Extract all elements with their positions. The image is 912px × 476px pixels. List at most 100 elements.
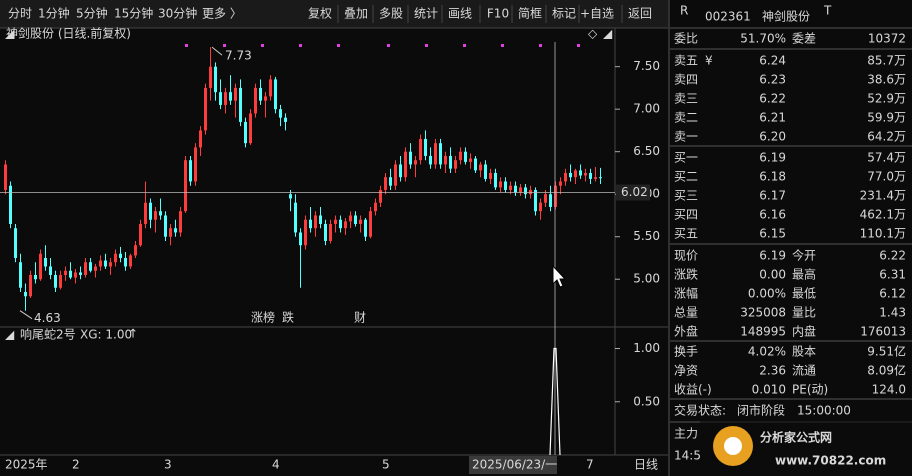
period-label[interactable]: 日线 <box>634 458 658 472</box>
bid-price: 6.15 <box>759 227 786 241</box>
bid-label: 买三 <box>674 189 698 203</box>
signal-dot <box>337 44 340 47</box>
bid-price: 6.16 <box>759 208 786 222</box>
candle-body <box>4 164 7 190</box>
quote-value: 0.010 <box>752 383 786 397</box>
tool-button[interactable]: 统计 <box>414 7 438 21</box>
quote-label: 总量 <box>674 306 698 320</box>
ask-volume: 59.9万 <box>867 111 906 125</box>
candle-body <box>44 257 47 267</box>
ask-label: 卖五 <box>674 54 698 68</box>
candle-body <box>269 79 272 97</box>
stock-name: 神剑股份 <box>762 9 810 24</box>
tool-button[interactable]: F10 <box>487 7 509 21</box>
period-tab[interactable]: 30分钟 <box>158 6 197 21</box>
status-label: 交易状态: <box>674 403 726 418</box>
tool-button[interactable]: 复权 <box>308 7 332 21</box>
candle-body <box>404 151 407 178</box>
period-tab[interactable]: 15分钟 <box>114 6 153 21</box>
x-tick-label: 2025/06/23/一 <box>472 458 557 472</box>
tool-button[interactable]: 返回 <box>628 7 652 21</box>
indicator-value: XG: 1.00 <box>80 328 132 342</box>
candle-body <box>119 253 122 258</box>
event-tag: 涨榜 <box>251 310 275 325</box>
ask-price: 6.22 <box>759 92 786 106</box>
bid-label: 买二 <box>674 170 698 184</box>
candle-body <box>304 219 307 246</box>
quote-value: 124.0 <box>872 383 906 397</box>
candle-body <box>599 177 602 179</box>
candle-body <box>479 164 482 171</box>
candle-body <box>234 87 237 101</box>
candle-body <box>559 181 562 186</box>
ask-price: 6.20 <box>759 130 786 144</box>
x-tick-label: 2 <box>72 458 80 472</box>
candle-body <box>459 151 462 161</box>
candle-body <box>244 121 247 144</box>
quote-value: 6.12 <box>879 287 906 301</box>
y-tick-label: 7.50 <box>633 59 660 73</box>
period-tab[interactable]: 5分钟 <box>76 6 108 21</box>
candle-body <box>69 270 72 278</box>
tool-button[interactable]: 叠加 <box>344 7 368 21</box>
bid-volume: 77.0万 <box>867 170 906 184</box>
quote-value: 9.51亿 <box>867 344 906 359</box>
candle-body <box>484 164 487 179</box>
quote-value: 2.36 <box>759 364 786 378</box>
candle-body <box>194 147 197 182</box>
ask-label: 卖二 <box>674 111 698 125</box>
diamond-icon: ◇ <box>588 27 598 41</box>
candle-body <box>219 92 222 105</box>
tool-button[interactable]: 多股 <box>379 7 403 21</box>
period-tab[interactable]: 1分钟 <box>38 6 70 21</box>
candle-body <box>509 185 512 190</box>
candle-body <box>274 79 277 110</box>
candle-body <box>419 138 422 161</box>
candle-body <box>149 202 152 220</box>
period-tab[interactable]: 更多 〉 <box>202 7 242 21</box>
candle-body <box>64 270 67 275</box>
signal-dot <box>261 44 264 47</box>
quote-value: 10372 <box>868 32 906 46</box>
tool-button[interactable]: 标记 <box>552 7 576 21</box>
candle-body <box>204 87 207 131</box>
ask-volume: 38.6万 <box>867 73 906 87</box>
candle-body <box>124 257 127 267</box>
candle-body <box>594 177 597 179</box>
tool-button[interactable]: 画线 <box>448 7 472 21</box>
signal-dot <box>223 44 226 47</box>
candle-body <box>24 291 27 297</box>
ask-label: 卖四 <box>674 73 698 87</box>
candle-body <box>409 151 412 165</box>
candle-body <box>359 219 362 224</box>
quote-value: 0.00 <box>759 268 786 282</box>
candle-body <box>214 66 217 93</box>
candle-body <box>564 172 567 182</box>
signal-dot <box>299 44 302 47</box>
y-tick-label: 6.50 <box>633 144 660 158</box>
crosshair-label: 6.02 <box>621 185 648 199</box>
tool-button[interactable]: 简框 <box>518 7 542 21</box>
signal-dot <box>185 44 188 47</box>
candle-body <box>284 117 287 122</box>
candle-body <box>379 189 382 203</box>
quote-label: 内盘 <box>792 324 816 339</box>
candle-body <box>349 215 352 222</box>
candle-body <box>144 202 147 224</box>
tool-button[interactable]: +自选 <box>580 7 614 21</box>
candle-body <box>299 232 302 246</box>
candle-body <box>384 177 387 190</box>
candle-body <box>264 96 267 101</box>
crosshair-tag <box>616 184 650 201</box>
period-tab[interactable]: 分时 <box>8 7 32 21</box>
candle-body <box>189 160 192 182</box>
candle-body <box>309 219 312 229</box>
candle-body <box>499 181 502 188</box>
tick-time: 14:5 <box>674 449 701 463</box>
candle-body <box>29 274 32 297</box>
candle-body <box>164 215 167 237</box>
signal-dot <box>387 44 390 47</box>
indicator-arrow: ↑ <box>128 327 138 341</box>
candle-body <box>239 87 242 122</box>
